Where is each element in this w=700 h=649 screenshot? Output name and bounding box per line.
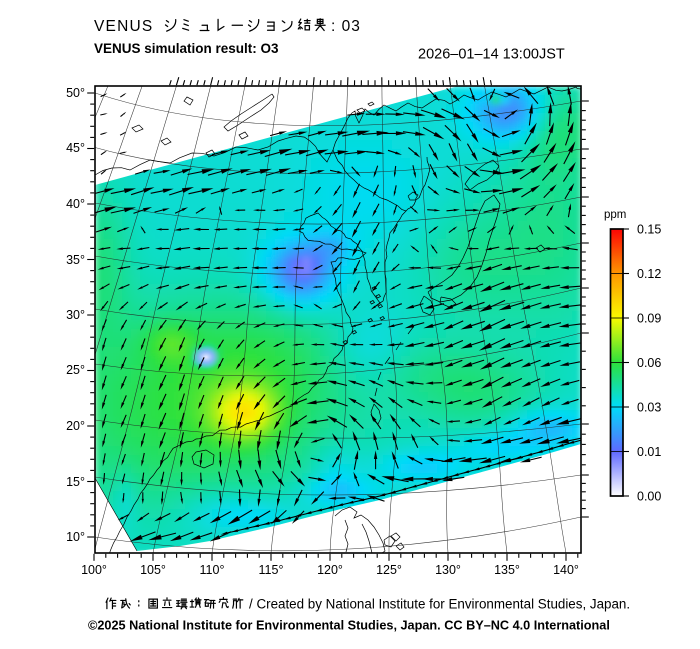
svg-text:©2025 National Institute for E: ©2025 National Institute for Environment… xyxy=(88,619,610,633)
svg-text:135°: 135° xyxy=(494,563,520,577)
svg-text:120°: 120° xyxy=(317,563,343,577)
svg-text:: 03: : 03 xyxy=(331,18,361,35)
svg-text:0.15: 0.15 xyxy=(637,223,661,237)
svg-text:VENUS simulation result: O3: VENUS simulation result: O3 xyxy=(94,41,279,56)
svg-text:40°: 40° xyxy=(66,197,85,211)
svg-text:140°: 140° xyxy=(553,563,579,577)
svg-text:2026–01–14 13:00JST: 2026–01–14 13:00JST xyxy=(418,47,565,63)
svg-text:110°: 110° xyxy=(200,563,225,577)
svg-text:10°: 10° xyxy=(66,530,85,544)
svg-text:105°: 105° xyxy=(140,563,166,577)
svg-text:30°: 30° xyxy=(66,308,85,322)
svg-text:0.12: 0.12 xyxy=(637,267,661,281)
svg-text:25°: 25° xyxy=(66,363,85,377)
svg-text:0.00: 0.00 xyxy=(637,490,661,504)
svg-text:125°: 125° xyxy=(376,563,402,577)
svg-text:0.01: 0.01 xyxy=(637,445,661,459)
svg-text:0.03: 0.03 xyxy=(637,401,661,415)
svg-text:115°: 115° xyxy=(259,563,284,577)
svg-text:0.06: 0.06 xyxy=(637,356,661,370)
svg-text:45°: 45° xyxy=(66,141,85,155)
svg-text:20°: 20° xyxy=(66,419,85,433)
svg-text:130°: 130° xyxy=(435,563,461,577)
svg-text:50°: 50° xyxy=(66,86,85,100)
svg-text:ppm: ppm xyxy=(604,209,626,221)
svg-text:/ Created by National Institut: / Created by National Institute for Envi… xyxy=(249,597,630,612)
svg-text:VENUS: VENUS xyxy=(94,18,153,35)
svg-text:100°: 100° xyxy=(81,563,107,577)
svg-text:35°: 35° xyxy=(66,253,85,267)
svg-text:15°: 15° xyxy=(66,475,85,489)
svg-text:0.09: 0.09 xyxy=(637,312,661,326)
